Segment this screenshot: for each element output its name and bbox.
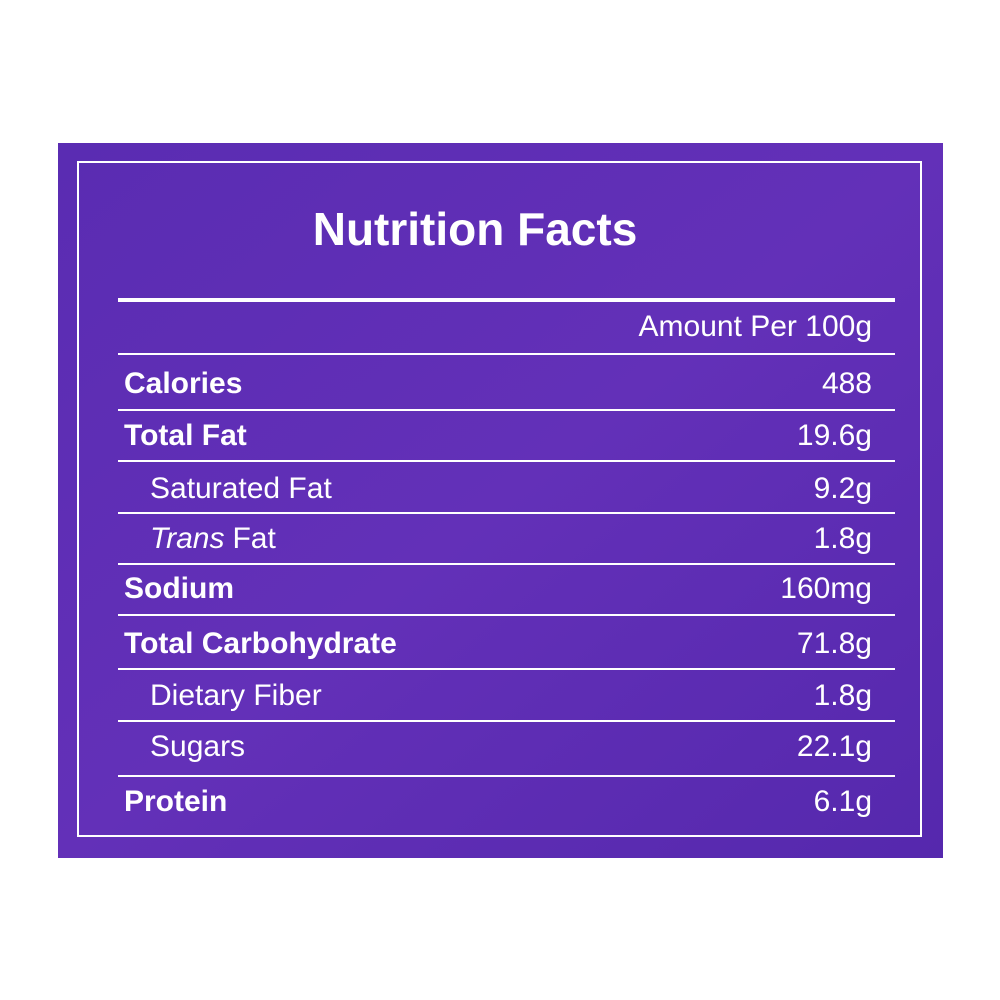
nutrient-name-plain: Fat	[232, 522, 276, 555]
nutrient-name: Protein	[124, 785, 227, 818]
nutrient-name: Total Carbohydrate	[124, 627, 397, 660]
nutrient-value: 1.8g	[814, 522, 872, 555]
nutrient-value: 488	[822, 367, 872, 400]
nutrient-name: Sodium	[124, 572, 234, 605]
nutrient-name: Sugars	[150, 730, 245, 763]
label-panel	[58, 143, 943, 858]
nutrient-value: 19.6g	[797, 419, 872, 452]
nutrient-value: 1.8g	[814, 679, 872, 712]
nutrient-name-italic: Trans	[150, 522, 224, 555]
nutrient-value: 6.1g	[814, 785, 872, 818]
nutrient-name: Saturated Fat	[150, 472, 332, 505]
nutrient-name: Dietary Fiber	[150, 679, 322, 712]
nutrient-value: 9.2g	[814, 472, 872, 505]
nutrient-value: 22.1g	[797, 730, 872, 763]
nutrient-name: Trans Fat	[150, 522, 276, 555]
nutrient-value: 71.8g	[797, 627, 872, 660]
nutrient-value: 160mg	[780, 572, 872, 605]
amount-header: Amount Per 100g	[639, 310, 872, 343]
nutrient-name: Total Fat	[124, 419, 247, 452]
label-border	[77, 161, 922, 837]
title: Nutrition Facts	[313, 203, 638, 255]
nutrient-name: Calories	[124, 367, 242, 400]
